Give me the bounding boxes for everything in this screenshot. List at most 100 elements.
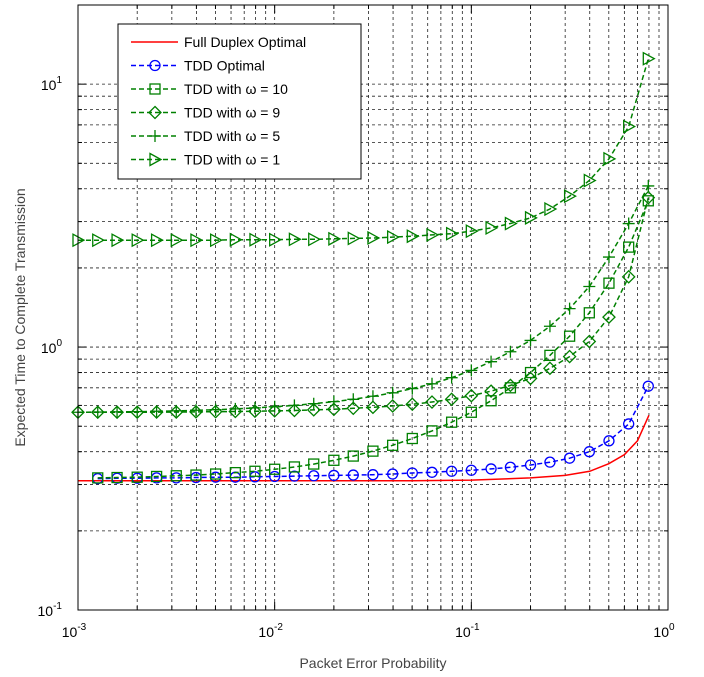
data-point-square: [504, 382, 517, 394]
series-6: [72, 51, 656, 248]
data-point-diamond: [169, 405, 184, 419]
data-point-circle: [465, 464, 477, 476]
data-point-circle: [544, 456, 556, 468]
tick-exponent: -3: [77, 622, 86, 633]
data-point-triangle: [347, 231, 361, 246]
data-point-triangle: [190, 233, 204, 248]
y-tick-label: 10-1: [38, 601, 63, 619]
data-point-triangle: [406, 229, 420, 244]
data-point-diamond: [405, 397, 420, 412]
legend-entry: Full Duplex Optimal: [131, 34, 306, 50]
data-point-triangle: [504, 216, 518, 231]
data-point-square: [563, 330, 576, 342]
grid: [78, 5, 668, 610]
tick-exponent: -1: [53, 601, 62, 612]
data-point-square: [149, 83, 161, 95]
data-point-square: [583, 307, 595, 319]
data-point-triangle: [229, 232, 243, 247]
data-point-diamond: [641, 190, 656, 205]
data-point-diamond: [267, 403, 282, 418]
tick-exponent: 0: [56, 338, 62, 349]
data-point-circle: [269, 470, 281, 483]
data-point-circle: [426, 466, 438, 478]
data-point-square: [603, 277, 615, 289]
data-point-plus: [131, 405, 144, 418]
data-point-plus: [209, 403, 222, 416]
tick-exponent: -2: [274, 622, 283, 633]
data-point-plus: [288, 399, 301, 412]
data-point-plus: [485, 355, 498, 368]
data-point-plus: [445, 371, 458, 384]
data-point-triangle: [524, 210, 538, 225]
data-point-diamond: [425, 395, 439, 409]
data-point-square: [150, 470, 163, 483]
data-point-square: [367, 445, 379, 457]
data-point-triangle: [445, 226, 459, 241]
data-point-circle: [288, 470, 301, 482]
data-point-plus: [248, 401, 261, 414]
data-point-diamond: [346, 401, 361, 416]
data-point-diamond: [248, 404, 262, 419]
data-point-plus: [327, 395, 340, 408]
data-point-diamond: [130, 405, 145, 420]
data-point-square: [445, 416, 458, 428]
y-axis-label: Expected Time to Complete Transmission: [12, 188, 28, 446]
data-point-circle: [445, 465, 458, 477]
data-point-diamond: [543, 361, 557, 376]
data-point-circle: [386, 468, 399, 480]
data-point-circle: [406, 467, 418, 479]
data-point-square: [485, 395, 497, 407]
data-point-triangle: [150, 233, 164, 248]
tick-exponent: 1: [56, 75, 62, 86]
data-point-triangle: [149, 152, 163, 167]
data-point-circle: [485, 463, 497, 475]
data-point-square: [249, 465, 261, 477]
axis-ticks: [77, 4, 669, 611]
data-point-triangle: [367, 230, 381, 246]
data-point-diamond: [444, 392, 459, 407]
data-point-triangle: [308, 232, 322, 247]
data-point-square: [308, 458, 320, 470]
data-point-circle: [308, 470, 320, 482]
data-point-square: [347, 450, 359, 462]
data-point-square: [269, 463, 281, 475]
data-point-plus: [642, 179, 655, 192]
data-point-circle: [504, 461, 517, 473]
data-point-circle: [603, 435, 615, 447]
data-point-plus: [602, 251, 615, 264]
data-point-circle: [347, 469, 359, 481]
data-point-triangle: [603, 151, 617, 166]
legend-entry: TDD with ω = 1: [131, 152, 280, 168]
series-line: [77, 185, 649, 414]
data-point-triangle: [642, 51, 656, 66]
data-point-triangle: [249, 232, 263, 247]
data-point-circle: [328, 469, 340, 482]
data-point-triangle: [426, 227, 440, 243]
legend-label: TDD Optimal: [184, 58, 265, 74]
data-point-triangle: [209, 233, 223, 248]
x-axis-label: Packet Error Probability: [299, 655, 446, 671]
tick-base: 10: [41, 77, 57, 93]
data-point-diamond: [326, 402, 341, 417]
data-point-diamond: [385, 399, 400, 413]
data-point-plus: [307, 397, 320, 410]
legend-label: TDD with ω = 9: [184, 105, 280, 121]
data-point-diamond: [287, 403, 302, 418]
tick-base: 10: [41, 340, 57, 356]
data-point-plus: [465, 364, 478, 377]
data-point-plus: [563, 302, 576, 315]
data-point-plus: [111, 405, 124, 418]
data-point-plus: [406, 382, 419, 395]
legend-label: TDD with ω = 1: [184, 152, 280, 168]
legend-box: [117, 23, 362, 180]
data-point-triangle: [465, 224, 479, 239]
data-point-diamond: [562, 349, 577, 364]
data-point-plus: [150, 405, 163, 418]
data-point-plus: [524, 334, 537, 347]
data-point-square: [406, 432, 418, 445]
data-point-square: [544, 349, 556, 362]
data-point-diamond: [484, 384, 498, 399]
data-point-triangle: [269, 232, 283, 247]
legend-label: Full Duplex Optimal: [184, 34, 306, 50]
legend-label: TDD with ω = 10: [184, 81, 288, 97]
